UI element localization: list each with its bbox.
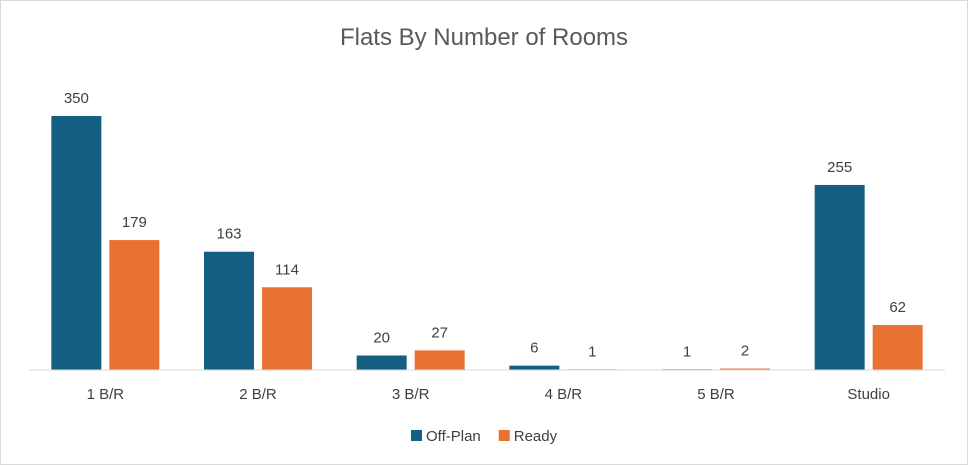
bar-ready-1 (109, 240, 160, 370)
legend-swatch (411, 430, 422, 441)
chart-title: Flats By Number of Rooms (340, 24, 628, 51)
legend-swatch (498, 430, 510, 441)
bar-off-plan-2 (204, 251, 254, 370)
x-tick-labels: 1 B/R 2 B/R 3 B/R 4 B/R 5 B/R Studio (87, 386, 890, 403)
bar-off-plan-6 (814, 184, 865, 370)
x-tick-label: 2 B/R (239, 386, 277, 403)
legend: Off-Plan Ready (411, 428, 558, 445)
bar-off-plan-4 (509, 365, 560, 370)
x-tick-label: 5 B/R (697, 386, 735, 403)
data-label: 27 (431, 324, 448, 341)
x-tick-label: Studio (847, 386, 890, 403)
data-label: 6 (530, 340, 538, 357)
data-label: 20 (373, 329, 390, 346)
bars-layer: 350 179 163 114 20 27 6 1 1 2 255 62 (51, 90, 923, 370)
data-label: 1 (683, 343, 691, 360)
bar-off-plan-3 (356, 355, 407, 370)
bar-ready-6 (872, 325, 923, 370)
data-label: 1 (588, 343, 596, 360)
legend-label: Ready (514, 428, 558, 445)
data-label: 62 (889, 299, 906, 316)
bar-ready-3 (414, 350, 465, 370)
data-label: 163 (216, 226, 241, 243)
x-tick-label: 4 B/R (545, 386, 583, 403)
legend-label: Off-Plan (426, 428, 481, 445)
data-label: 255 (827, 159, 852, 176)
data-label: 350 (64, 90, 89, 107)
data-label: 2 (741, 343, 749, 360)
bar-off-plan-1 (51, 116, 102, 370)
data-label: 114 (275, 261, 299, 278)
bar-ready-2 (262, 287, 312, 370)
x-tick-label: 3 B/R (392, 386, 430, 403)
bar-ready-5 (720, 368, 770, 370)
data-label: 179 (122, 214, 147, 231)
x-tick-label: 1 B/R (87, 386, 125, 403)
